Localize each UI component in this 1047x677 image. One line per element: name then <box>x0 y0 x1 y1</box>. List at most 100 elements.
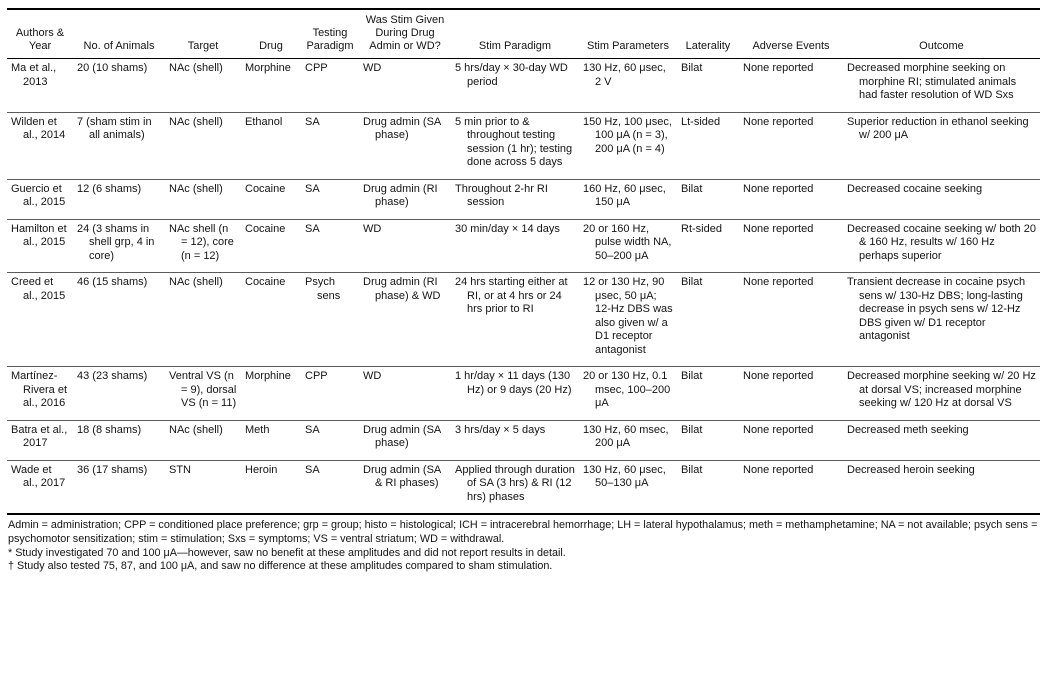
cell-stim-paradigm: 5 hrs/day × 30-day WD period <box>455 62 568 88</box>
cell-stim-given: Drug admin (SA phase) <box>359 111 451 179</box>
cell-stim-parameters: 160 Hz, 60 μsec, 150 μA <box>579 178 677 219</box>
column-header-stim-parameters: Stim Parameters <box>579 9 677 59</box>
cell-stim-parameters: 130 Hz, 60 μsec, 2 V <box>583 62 666 88</box>
cell-stim-parameters: 20 or 160 Hz, pulse width NA, 50–200 μA <box>579 218 677 273</box>
table-row: Guercio et al., 2015 12 (6 shams) NAc (s… <box>7 178 1040 219</box>
cell-stim-paradigm: Throughout 2-hr RI session <box>451 178 579 219</box>
cell-laterality: Bilat <box>677 419 739 460</box>
cell-stim-paradigm: 30 min/day × 14 days <box>451 218 579 273</box>
cell-stim-parameters: 130 Hz, 60 μsec, 50–130 μA <box>579 459 677 514</box>
cell-stim-parameters: 20 or 130 Hz, 0.1 msec, 100–200 μA <box>579 366 677 420</box>
cell-authors: Batra et al., 2017 <box>7 419 73 460</box>
cell-authors: Wilden et al., 2014 <box>7 111 73 179</box>
cell-drug: Ethanol <box>241 111 301 179</box>
cell-stim-parameters: 130 Hz, 60 msec, 200 μA <box>579 419 677 460</box>
cell-adverse-events: None reported <box>739 459 843 514</box>
cell-outcome: Decreased morphine seeking on morphine R… <box>847 62 1017 101</box>
cell-authors: Martínez-Rivera et al., 2016 <box>7 366 73 420</box>
cell-authors: Guercio et al., 2015 <box>7 178 73 219</box>
dbs-addiction-studies-table: Authors & Year No. of Animals Target Dru… <box>7 8 1040 515</box>
cell-drug: Meth <box>241 419 301 460</box>
cell-drug: Morphine <box>241 366 301 420</box>
cell-laterality: Bilat <box>677 366 739 420</box>
cell-animals: 36 (17 shams) <box>73 459 165 514</box>
cell-target: NAc (shell) <box>165 178 241 219</box>
cell-laterality: Bilat <box>677 272 739 367</box>
cell-adverse-events: None reported <box>739 419 843 460</box>
cell-animals: 46 (15 shams) <box>73 272 165 367</box>
cell-stim-paradigm: Applied through duration of SA (3 hrs) &… <box>451 459 579 514</box>
cell-laterality: Bilat <box>681 62 703 74</box>
table-row: Wade et al., 2017 36 (17 shams) STN Hero… <box>7 459 1040 514</box>
cell-drug: Morphine <box>245 62 291 74</box>
table-footnotes: Admin = administration; CPP = conditione… <box>7 515 1040 574</box>
cell-authors: Creed et al., 2015 <box>7 272 73 367</box>
cell-adverse-events: None reported <box>739 218 843 273</box>
cell-target: Ventral VS (n = 9), dorsal VS (n = 11) <box>165 366 241 420</box>
cell-animals: 24 (3 shams in shell grp, 4 in core) <box>73 218 165 273</box>
cell-laterality: Bilat <box>677 178 739 219</box>
cell-stim-paradigm: 1 hr/day × 11 days (130 Hz) or 9 days (2… <box>451 366 579 420</box>
cell-animals: 20 (10 shams) <box>77 62 148 74</box>
table-row: Batra et al., 2017 18 (8 shams) NAc (she… <box>7 419 1040 460</box>
footnote-star: * Study investigated 70 and 100 μA—howev… <box>8 546 566 559</box>
cell-animals: 7 (sham stim in all animals) <box>73 111 165 179</box>
cell-stim-given: WD <box>359 218 451 273</box>
cell-drug: Cocaine <box>241 218 301 273</box>
column-header-stim-given-during: Was Stim Given During Drug Admin or WD? <box>359 9 451 59</box>
column-header-outcome: Outcome <box>843 9 1040 59</box>
cell-target: NAc shell (n = 12), core (n = 12) <box>165 218 241 273</box>
cell-outcome: Decreased heroin seeking <box>843 459 1040 514</box>
cell-stim-given: Drug admin (RI phase) & WD <box>359 272 451 367</box>
cell-outcome: Decreased cocaine seeking <box>843 178 1040 219</box>
cell-laterality: Lt-sided <box>677 111 739 179</box>
column-header-laterality: Laterality <box>677 9 739 59</box>
cell-adverse-events: None reported <box>739 178 843 219</box>
cell-stim-paradigm: 5 min prior to & throughout testing sess… <box>451 111 579 179</box>
cell-stim-given: Drug admin (SA phase) <box>359 419 451 460</box>
table-body: Ma et al., 2013 20 (10 shams) NAc (shell… <box>7 59 1040 514</box>
column-header-authors-year: Authors & Year <box>7 9 73 59</box>
cell-adverse-events: None reported <box>743 62 814 74</box>
cell-testing-paradigm: SA <box>301 419 359 460</box>
table-header: Authors & Year No. of Animals Target Dru… <box>7 9 1040 59</box>
cell-testing-paradigm: SA <box>301 178 359 219</box>
abbreviations-note: Admin = administration; CPP = conditione… <box>8 519 1038 545</box>
cell-outcome: Decreased cocaine seeking w/ both 20 & 1… <box>843 218 1040 273</box>
cell-drug: Heroin <box>241 459 301 514</box>
cell-stim-parameters: 12 or 130 Hz, 90 μsec, 50 μA; 12-Hz DBS … <box>579 272 677 367</box>
cell-animals: 18 (8 shams) <box>73 419 165 460</box>
cell-drug: Cocaine <box>241 178 301 219</box>
column-header-no-of-animals: No. of Animals <box>73 9 165 59</box>
cell-animals: 43 (23 shams) <box>73 366 165 420</box>
cell-stim-given: Drug admin (SA & RI phases) <box>359 459 451 514</box>
cell-target: NAc (shell) <box>165 111 241 179</box>
cell-laterality: Rt-sided <box>677 218 739 273</box>
cell-target: NAc (shell) <box>165 272 241 367</box>
cell-authors: Wade et al., 2017 <box>7 459 73 514</box>
cell-authors: Ma et al., 2013 <box>11 62 57 88</box>
page: Authors & Year No. of Animals Target Dru… <box>7 8 1040 574</box>
cell-outcome: Decreased morphine seeking w/ 20 Hz at d… <box>843 366 1040 420</box>
column-header-adverse-events: Adverse Events <box>739 9 843 59</box>
table-row: Ma et al., 2013 20 (10 shams) NAc (shell… <box>7 59 1040 113</box>
cell-stim-given: WD <box>363 62 382 74</box>
table-row: Martínez-Rivera et al., 2016 43 (23 sham… <box>7 366 1040 420</box>
cell-animals: 12 (6 shams) <box>73 178 165 219</box>
cell-outcome: Superior reduction in ethanol seeking w/… <box>843 111 1040 179</box>
cell-outcome: Decreased meth seeking <box>843 419 1040 460</box>
cell-target: NAc (shell) <box>169 62 223 74</box>
footnote-dagger: † Study also tested 75, 87, and 100 μA, … <box>8 560 553 573</box>
cell-stim-paradigm: 24 hrs starting either at RI, or at 4 hr… <box>451 272 579 367</box>
cell-authors: Hamilton et al., 2015 <box>7 218 73 273</box>
cell-stim-paradigm: 3 hrs/day × 5 days <box>451 419 579 460</box>
cell-testing-paradigm: SA <box>301 111 359 179</box>
cell-drug: Cocaine <box>241 272 301 367</box>
cell-target: NAc (shell) <box>165 419 241 460</box>
cell-laterality: Bilat <box>677 459 739 514</box>
cell-testing-paradigm: CPP <box>305 62 328 74</box>
cell-testing-paradigm: SA <box>301 218 359 273</box>
header-row: Authors & Year No. of Animals Target Dru… <box>7 9 1040 59</box>
cell-stim-given: WD <box>359 366 451 420</box>
cell-testing-paradigm: Psych sens <box>301 272 359 367</box>
